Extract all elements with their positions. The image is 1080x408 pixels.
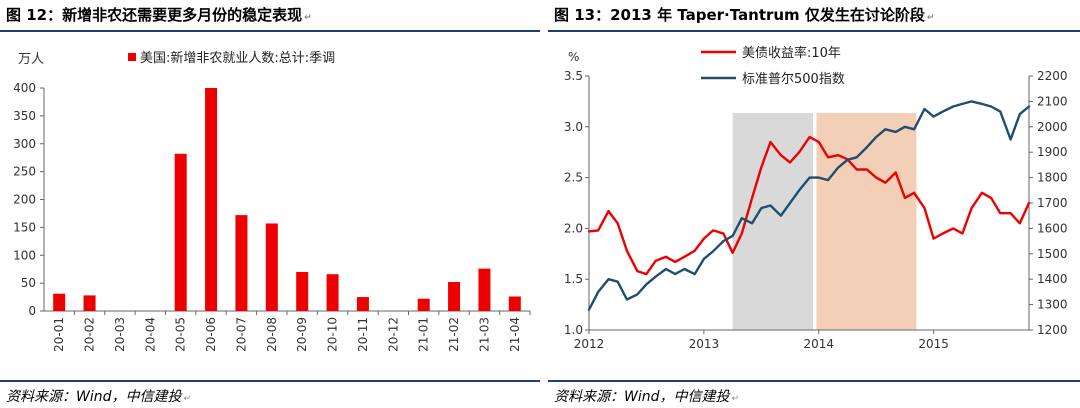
- figure-title: 图 12：新增非农还需要更多月份的稳定表现 ↵: [6, 6, 312, 24]
- x-tick-label: 21-03: [477, 317, 491, 352]
- right-y-tick-label: 2000: [1037, 120, 1068, 134]
- figure-source: 资料来源：Wind，中信建投 ↵: [6, 389, 192, 405]
- legend-label: 标准普尔500指数: [742, 72, 845, 87]
- left-axis-unit: %: [568, 50, 579, 64]
- x-tick-label: 20-02: [83, 317, 97, 352]
- figure-source: 资料来源：Wind，中信建投 ↵: [554, 389, 740, 405]
- bar: [53, 293, 66, 311]
- bar: [83, 295, 96, 311]
- title-divider: [0, 30, 540, 32]
- x-tick-label: 2015: [918, 337, 949, 351]
- x-tick-label: 20-09: [295, 317, 309, 352]
- x-tick-label: 21-01: [417, 317, 431, 352]
- x-tick-label: 21-02: [447, 317, 461, 352]
- right-y-tick-label: 1500: [1037, 247, 1068, 261]
- legend-swatch: [128, 53, 136, 61]
- left-y-tick-label: 1.5: [564, 272, 583, 286]
- shaded-period: [816, 113, 917, 330]
- y-tick-label: 0: [28, 304, 36, 318]
- bar: [448, 282, 461, 311]
- right-y-tick-label: 1700: [1037, 196, 1068, 210]
- x-tick-label: 20-12: [386, 317, 400, 352]
- right-y-tick-label: 2100: [1037, 94, 1068, 108]
- left-y-tick-label: 2.5: [564, 171, 583, 185]
- x-tick-label: 20-04: [143, 317, 157, 352]
- bar: [356, 297, 369, 311]
- x-tick-label: 20-03: [113, 317, 127, 352]
- x-tick-label: 2014: [803, 337, 834, 351]
- source-divider: [0, 380, 540, 382]
- x-tick-label: 20-07: [234, 317, 248, 352]
- bar: [235, 215, 248, 311]
- x-tick-label: 20-05: [174, 317, 188, 352]
- y-tick-label: 400: [13, 81, 36, 95]
- y-tick-label: 300: [13, 137, 36, 151]
- title-divider: [548, 30, 1080, 32]
- x-tick-label: 2013: [689, 337, 720, 351]
- nonfarm-bar-chart: 万人 美国:新增非农就业人数:总计:季调 0 50 100 150 200 250 300 350…: [13, 50, 531, 352]
- bar: [265, 223, 278, 311]
- bar: [508, 296, 521, 311]
- nonfarm-figure: 图 12：新增非农还需要更多月份的稳定表现 ↵ 万人 美国:新增非农就业人数:总计:…: [0, 6, 540, 405]
- bar: [296, 271, 309, 311]
- x-tick-label: 20-06: [204, 317, 218, 352]
- left-y-tick-label: 3.5: [564, 69, 583, 83]
- y-tick-label: 350: [13, 109, 36, 123]
- y-tick-label: 200: [13, 193, 36, 207]
- y-tick-label: 150: [13, 220, 36, 234]
- x-tick-label: 21-04: [508, 317, 522, 352]
- bar: [478, 268, 491, 311]
- treasury-yield-line: [587, 135, 1031, 276]
- x-tick-label: 20-10: [326, 317, 340, 352]
- legend-label: 美国:新增非农就业人数:总计:季调: [140, 50, 335, 66]
- y-tick-label: 50: [21, 276, 36, 290]
- y-tick-label: 100: [13, 248, 36, 262]
- x-tick-label: 2012: [574, 337, 605, 351]
- bar: [174, 153, 187, 311]
- x-tick-label: 20-08: [265, 317, 279, 352]
- right-y-tick-label: 1300: [1037, 298, 1068, 312]
- right-y-tick-label: 1800: [1037, 171, 1068, 185]
- right-y-tick-label: 1600: [1037, 221, 1068, 235]
- y-unit-label: 万人: [18, 52, 44, 67]
- source-divider: [548, 380, 1080, 382]
- legend-label: 美债收益率:10年: [742, 45, 841, 61]
- sp500-line: [587, 100, 1031, 311]
- yield-sp500-line-chart: % 1.0 1.5 2.0 2.5 3.0 3.5 1200 1300 1400 1500 1600 1…: [564, 45, 1068, 351]
- right-y-tick-label: 1200: [1037, 323, 1068, 337]
- y-tick-label: 250: [13, 165, 36, 179]
- left-y-tick-label: 1.0: [564, 323, 583, 337]
- left-y-tick-label: 3.0: [564, 120, 583, 134]
- bar: [417, 298, 430, 311]
- figure-title: 图 13：2013 年 Taper·Tantrum 仅发生在讨论阶段 ↵: [554, 6, 935, 24]
- right-y-tick-label: 1400: [1037, 272, 1068, 286]
- x-tick-label: 20-01: [52, 317, 66, 352]
- x-tick-label: 20-11: [356, 317, 370, 352]
- left-y-tick-label: 2.0: [564, 221, 583, 235]
- bar: [205, 88, 218, 311]
- right-y-tick-label: 1900: [1037, 145, 1068, 159]
- taper-tantrum-figure: 图 13：2013 年 Taper·Tantrum 仅发生在讨论阶段 ↵ % 1.0…: [548, 0, 1080, 408]
- bar: [326, 274, 339, 311]
- right-y-tick-label: 2200: [1037, 69, 1068, 83]
